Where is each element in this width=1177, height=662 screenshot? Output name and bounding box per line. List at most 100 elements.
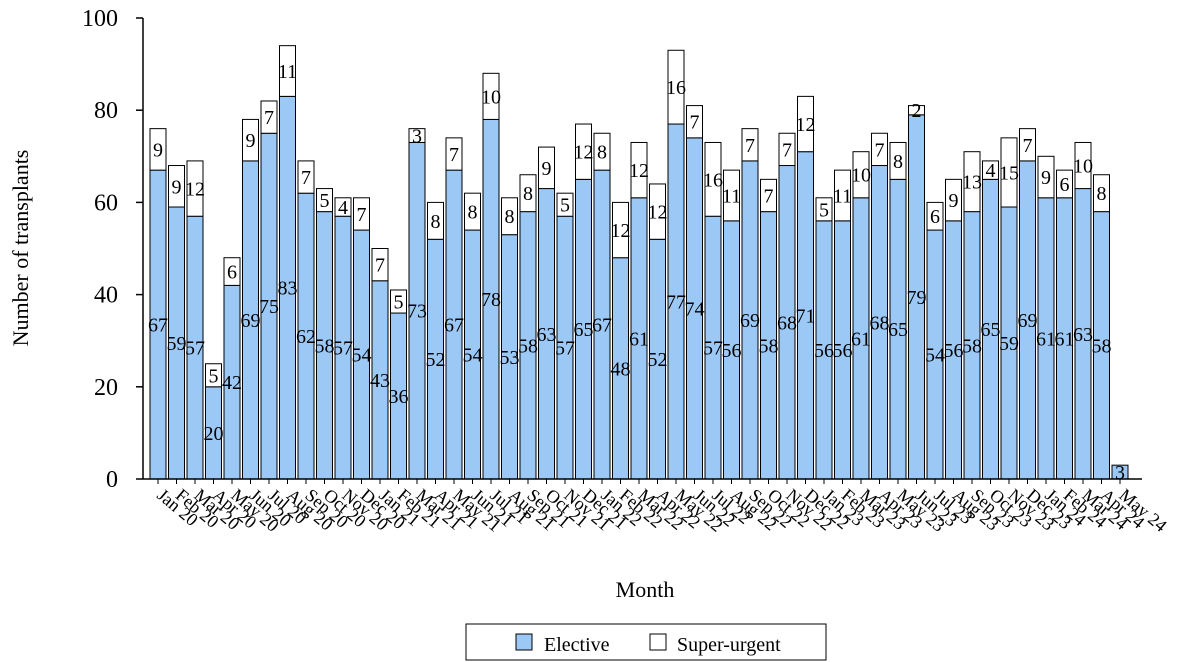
data-label-super-urgent: 7 — [690, 112, 700, 134]
bar-super-urgent — [963, 151, 981, 213]
data-label-elective: 61 — [629, 328, 649, 350]
bar-super-urgent — [519, 174, 537, 213]
data-label-elective: 54 — [925, 345, 945, 367]
bar-super-urgent — [1056, 169, 1073, 199]
bar-super-urgent — [593, 132, 611, 171]
data-label-super-urgent: 7 — [745, 135, 755, 157]
data-label-super-urgent: 2 — [912, 100, 922, 122]
bar-super-urgent — [852, 151, 870, 199]
bar-super-urgent — [242, 118, 259, 162]
bar-super-urgent — [667, 49, 685, 125]
y-tick-label: 40 — [94, 283, 118, 309]
data-label-elective: 63 — [537, 324, 557, 346]
bar-super-urgent — [686, 105, 703, 139]
data-label-elective: 58 — [962, 335, 982, 357]
data-label-elective: 65 — [888, 319, 908, 341]
bars-layer — [149, 45, 1129, 480]
legend-label-super-urgent: Super-urgent — [677, 634, 781, 656]
bar-super-urgent — [1000, 137, 1018, 208]
x-axis-title: Month — [616, 577, 675, 602]
data-label-super-urgent: 5 — [320, 190, 330, 212]
data-label-elective: 78 — [481, 289, 501, 311]
data-label-elective: 65 — [574, 319, 594, 341]
bar-super-urgent — [908, 105, 925, 116]
data-label-super-urgent: 16 — [703, 169, 723, 191]
data-label-super-urgent: 5 — [819, 199, 829, 221]
data-label-super-urgent: 8 — [468, 202, 478, 224]
bar-super-urgent — [538, 146, 555, 190]
bar-super-urgent — [741, 128, 759, 162]
bar-super-urgent — [1019, 128, 1036, 162]
data-label-super-urgent: 6 — [227, 262, 237, 284]
bar-super-urgent — [1037, 155, 1055, 199]
data-label-super-urgent: 9 — [1041, 167, 1051, 189]
data-label-super-urgent: 8 — [505, 206, 515, 228]
bar-super-urgent — [889, 141, 907, 180]
bar-super-urgent — [723, 169, 740, 222]
bar-super-urgent — [390, 289, 407, 314]
data-label-super-urgent: 5 — [209, 365, 219, 387]
data-label-elective: 59 — [999, 333, 1019, 355]
legend-label-elective: Elective — [544, 634, 610, 656]
bar-super-urgent — [501, 197, 518, 236]
data-label-super-urgent: 7 — [264, 107, 274, 129]
data-label-elective: 75 — [259, 296, 279, 318]
data-label-super-urgent: 12 — [648, 202, 668, 224]
y-tick-label: 60 — [94, 190, 118, 216]
data-label-elective: 57 — [555, 338, 575, 360]
data-label-super-urgent: 12 — [796, 114, 816, 136]
data-label-elective: 56 — [722, 340, 742, 362]
bar-super-urgent — [408, 128, 426, 143]
bar-super-urgent — [1074, 141, 1092, 190]
legend-swatch-super-urgent — [649, 633, 667, 651]
data-label-super-urgent: 7 — [449, 144, 459, 166]
bar-super-urgent — [815, 197, 833, 222]
data-label-elective: 20 — [204, 423, 224, 445]
data-label-elective: 36 — [389, 386, 409, 408]
data-label-super-urgent: 8 — [1097, 183, 1107, 205]
data-label-elective: 59 — [167, 333, 187, 355]
data-label-super-urgent: 7 — [301, 167, 311, 189]
data-label-super-urgent: 8 — [431, 211, 441, 233]
bar-super-urgent — [427, 201, 444, 240]
bar-super-urgent — [353, 197, 370, 231]
y-ticks-layer: 0 20 40 60 80 100 — [82, 6, 143, 493]
bar-super-urgent — [704, 141, 722, 217]
data-label-super-urgent: 7 — [1023, 135, 1033, 157]
data-label-super-urgent: 8 — [893, 151, 903, 173]
data-label-super-urgent: 10 — [851, 165, 871, 187]
data-label-elective: 58 — [315, 335, 335, 357]
legend-swatch-elective — [515, 633, 533, 651]
data-label-super-urgent: 6 — [930, 206, 940, 228]
bar-super-urgent — [556, 192, 574, 217]
data-label-super-urgent: 3 — [412, 126, 422, 148]
data-label-elective: 73 — [407, 301, 427, 323]
data-label-elective: 79 — [907, 287, 927, 309]
data-label-elective: 61 — [851, 328, 871, 350]
data-label-elective: 68 — [870, 312, 890, 334]
data-label-elective: 56 — [833, 340, 853, 362]
data-label-elective: 69 — [740, 310, 760, 332]
data-label-super-urgent: 16 — [666, 77, 686, 99]
data-label-super-urgent: 9 — [542, 158, 552, 180]
data-label-elective: 57 — [703, 338, 723, 360]
bar-super-urgent — [649, 183, 666, 240]
data-label-elective: 57 — [185, 338, 205, 360]
bar-super-urgent — [316, 188, 333, 213]
data-label-elective: 69 — [1018, 310, 1038, 332]
data-label-elective: 67 — [148, 315, 168, 337]
data-label-super-urgent: 8 — [523, 183, 533, 205]
bar-super-urgent — [186, 160, 204, 217]
data-label-elective: 77 — [666, 292, 686, 314]
bar-super-urgent — [778, 132, 796, 167]
bar-super-urgent — [297, 160, 315, 194]
bar-super-urgent — [371, 248, 389, 282]
bar-super-urgent — [260, 100, 278, 134]
data-label-elective: 57 — [333, 338, 353, 360]
data-label-elective: 61 — [1036, 328, 1056, 350]
bar-super-urgent — [223, 257, 241, 286]
